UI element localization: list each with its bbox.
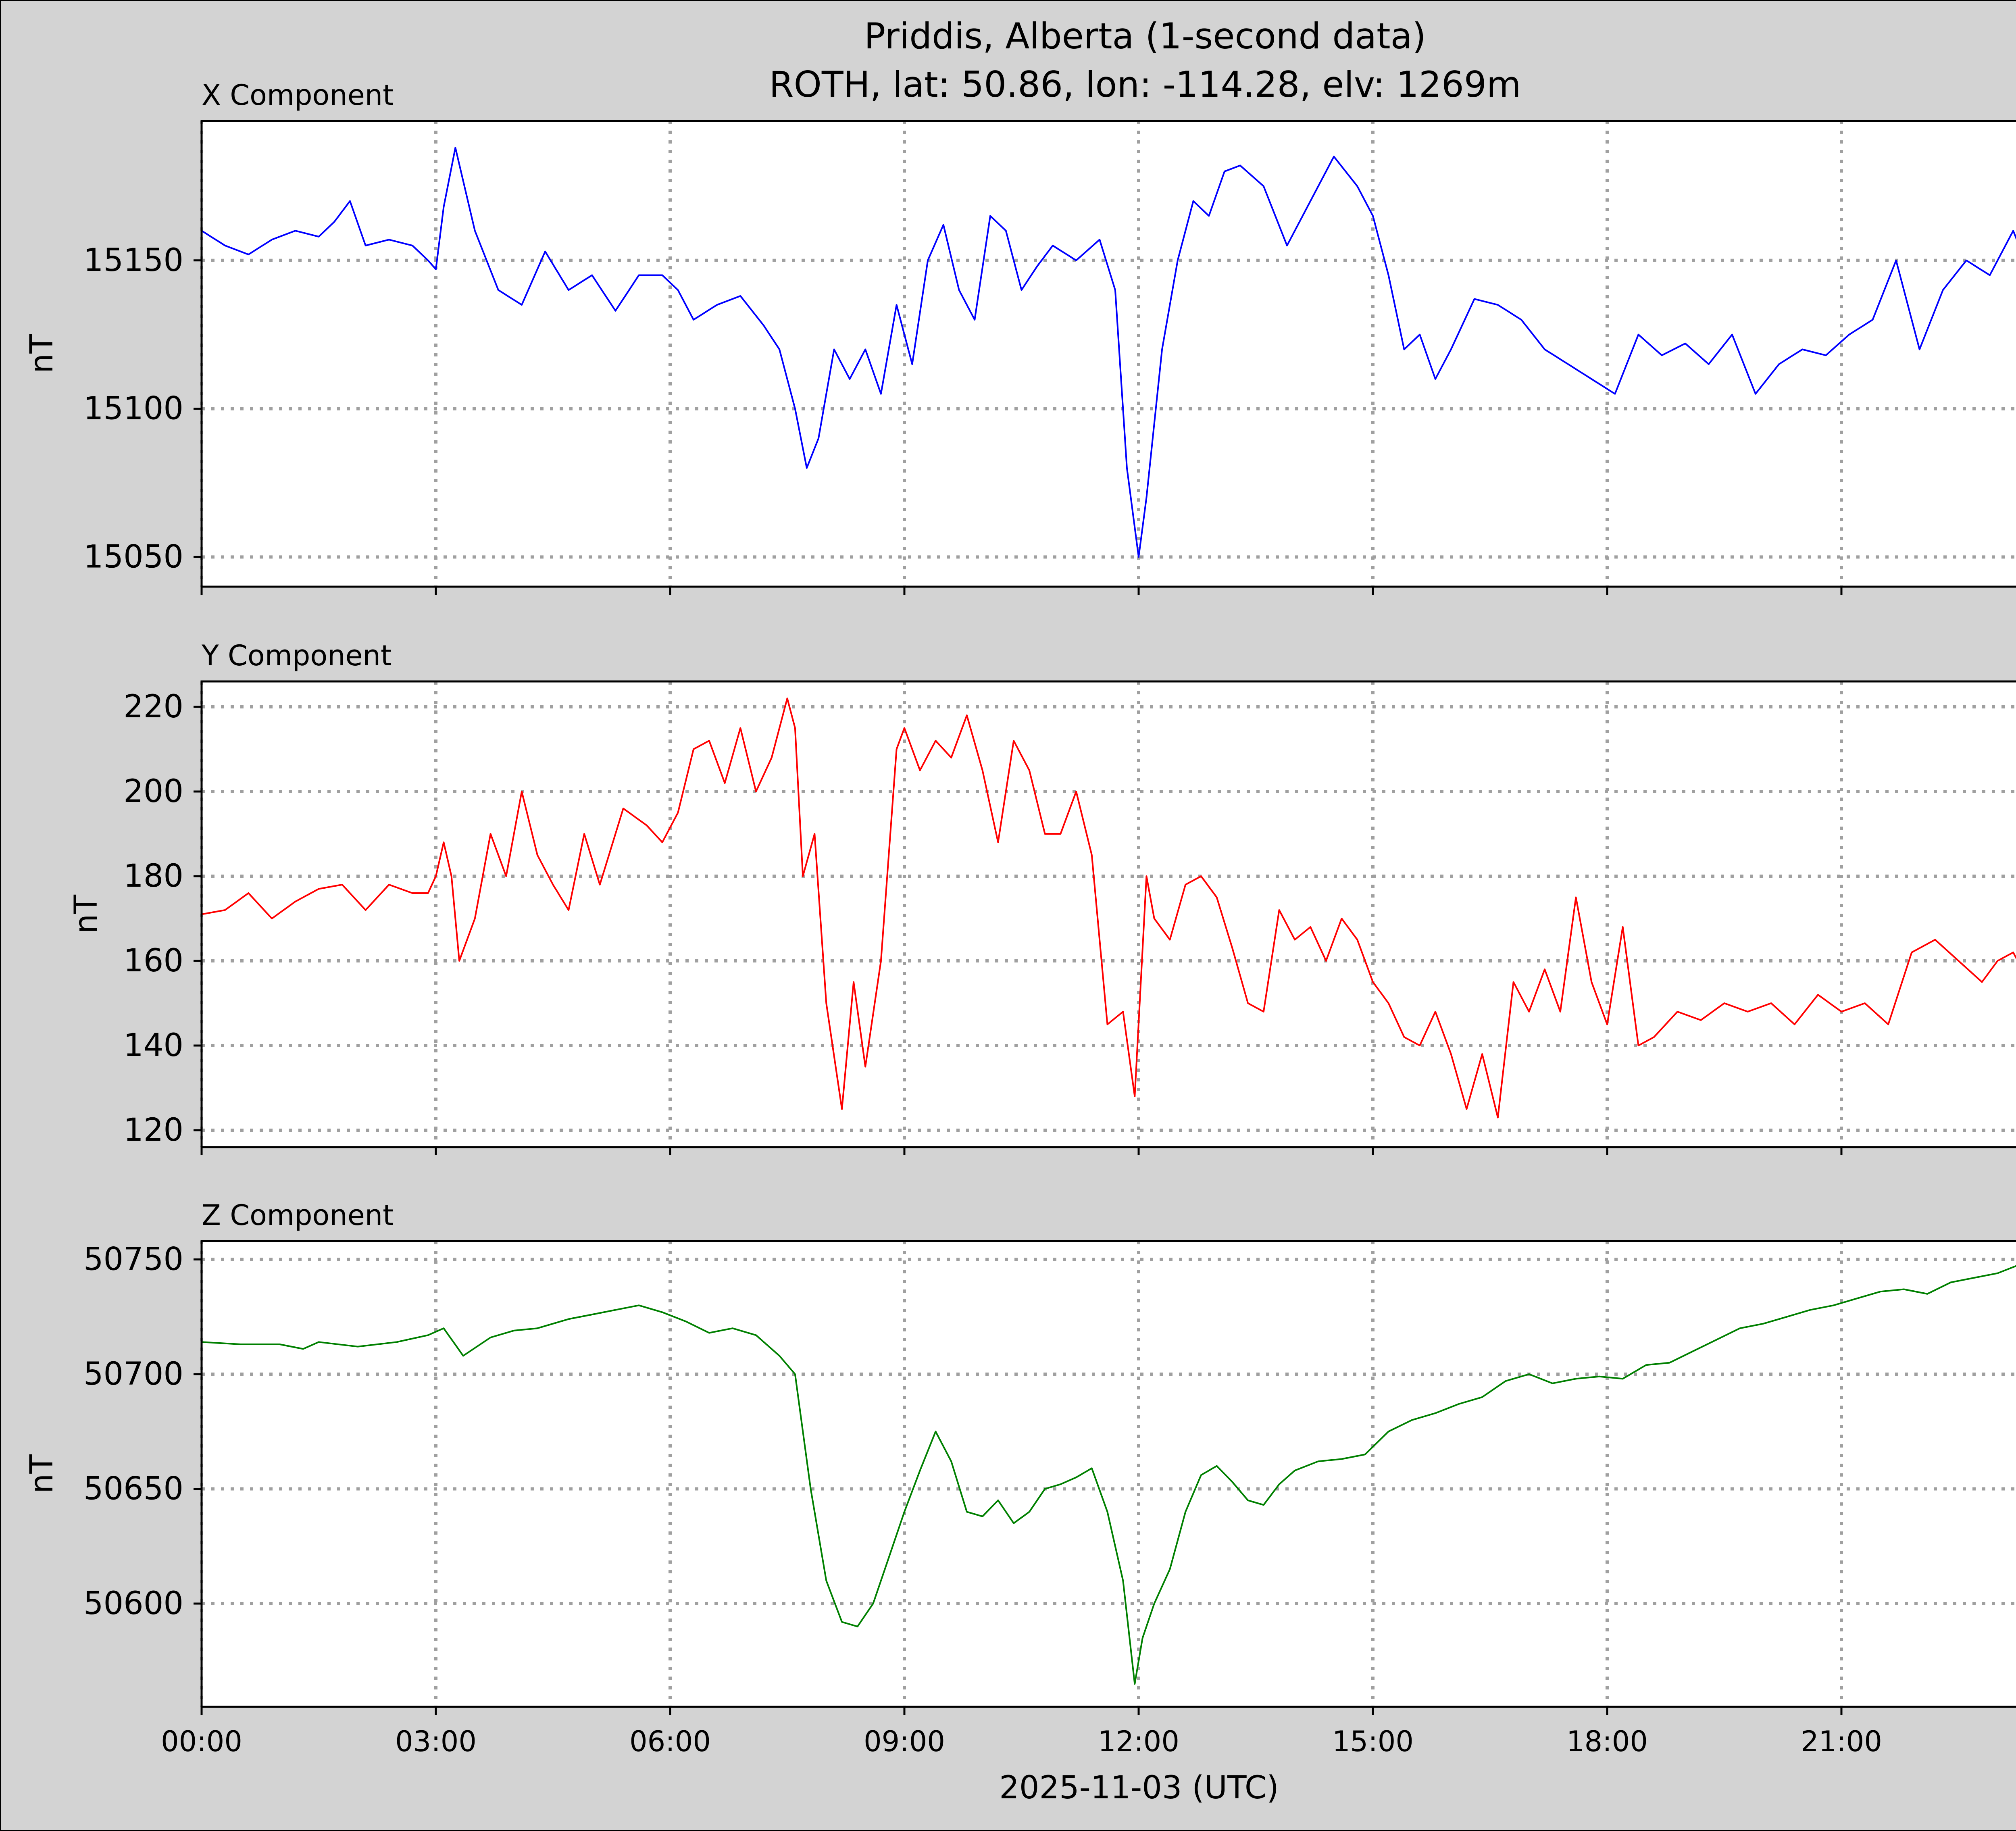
y-tick-label: 120 — [123, 1112, 183, 1148]
y-tick-label: 15050 — [83, 539, 183, 575]
y-tick-label: 50700 — [83, 1356, 183, 1392]
y-tick-label: 50750 — [83, 1241, 183, 1278]
panel-title: Y Component — [201, 639, 392, 672]
x-tick-label: 00:00 — [161, 1725, 242, 1758]
series-line-1 — [201, 1265, 2016, 1685]
x-tick-label: 12:00 — [1098, 1725, 1179, 1758]
panel-3: Z Component 00:00 03:00 06:00 09:00 12:00 15:0… — [24, 1199, 2016, 1758]
y-tick-label: 140 — [123, 1027, 183, 1064]
panels: X Component 15050 15100 15150 nT Y Component 1… — [24, 79, 2016, 1758]
x-tick-label: 18:00 — [1566, 1725, 1648, 1758]
panel-title: Z Component — [202, 1199, 394, 1232]
figure-title-line1: Priddis, Alberta (1-second data) — [864, 15, 1426, 57]
plot-area — [202, 1241, 2016, 1707]
x-tick-label: 15:00 — [1332, 1725, 1414, 1758]
y-tick-label: 15100 — [83, 391, 183, 427]
plot-area — [202, 121, 2016, 587]
panel-title: X Component — [202, 79, 394, 112]
plot-frame — [200, 120, 2016, 588]
x-tick-label: 03:00 — [395, 1725, 477, 1758]
series-line-1 — [201, 698, 2016, 1119]
y-tick-label: 220 — [123, 689, 183, 725]
x-axis-label: 2025-11-03 (UTC) — [999, 1770, 1279, 1806]
y-tick-label: 160 — [123, 943, 183, 979]
plot-frame — [200, 680, 2016, 1148]
panel-2: Y Component 120 140 160 180 200 220 nT — [68, 639, 2016, 1155]
y-tick-label: 50600 — [83, 1585, 183, 1622]
y-tick-label: 15150 — [83, 242, 183, 279]
plot-area — [202, 681, 2016, 1147]
x-tick-label: 21:00 — [1801, 1725, 1882, 1758]
y-axis-label: nT — [68, 895, 104, 934]
figure-title-line2: ROTH, lat: 50.86, lon: -114.28, elv: 126… — [769, 64, 1521, 105]
y-axis-label: nT — [24, 334, 60, 373]
y-tick-label: 50650 — [83, 1471, 183, 1507]
y-tick-label: 200 — [123, 773, 183, 810]
y-tick-label: 180 — [123, 858, 183, 894]
x-tick-label: 06:00 — [629, 1725, 711, 1758]
series-line-1 — [201, 147, 2016, 558]
y-axis-label: nT — [24, 1454, 60, 1494]
panel-1: X Component 15050 15100 15150 nT — [24, 79, 2016, 595]
x-tick-label: 09:00 — [864, 1725, 945, 1758]
plot-frame — [200, 1240, 2016, 1708]
